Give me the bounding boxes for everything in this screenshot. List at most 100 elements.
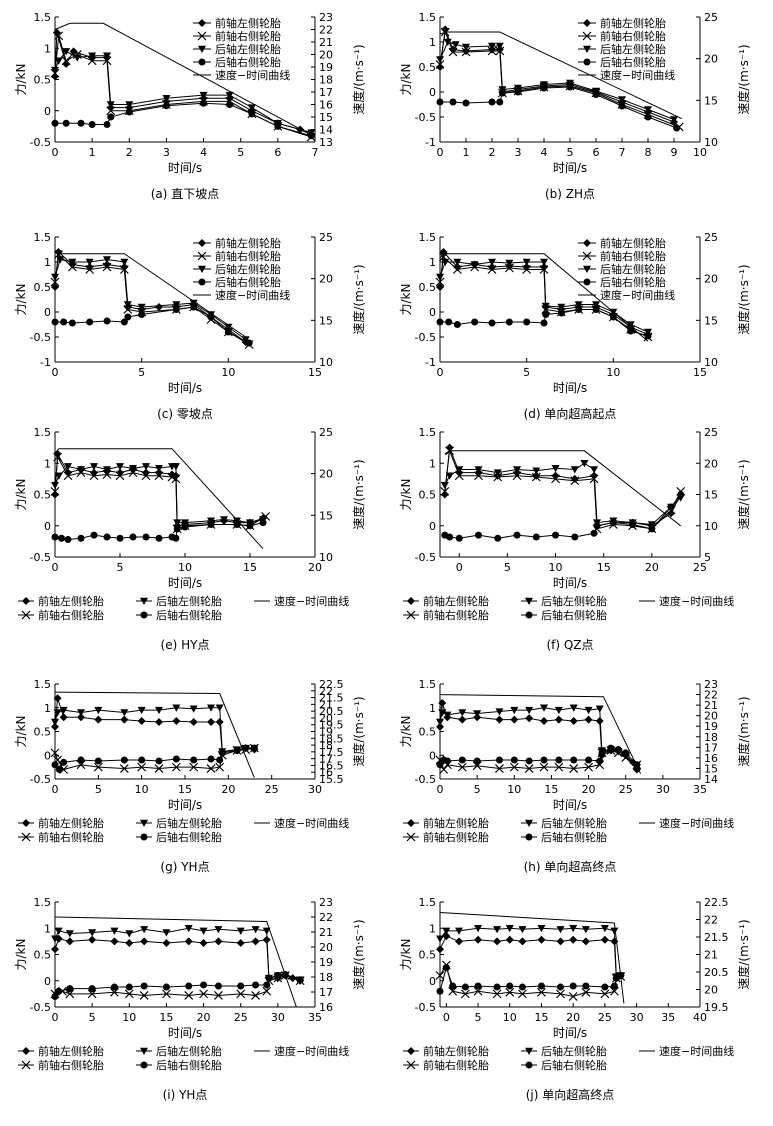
y-tick-label: 0.5 — [34, 489, 52, 502]
rl-point — [307, 129, 316, 137]
fl-point — [537, 935, 546, 944]
y-tick-label: 1 — [429, 457, 436, 470]
fl-point — [458, 715, 467, 724]
y2-tick-label: 20 — [704, 710, 718, 723]
fr-point — [460, 989, 470, 999]
rr-point — [77, 534, 85, 542]
rl-point — [207, 311, 215, 319]
rr-point — [64, 536, 72, 543]
rl-point — [214, 926, 223, 934]
x-tick-label: 20 — [645, 561, 659, 574]
rl-point — [189, 705, 198, 713]
fl-point — [51, 945, 59, 954]
fl-point — [155, 468, 163, 477]
rl-point — [137, 706, 146, 715]
legend-label-rr: 后轴右侧轮胎 — [156, 830, 222, 844]
rr-point — [532, 533, 540, 541]
rr-point — [555, 756, 563, 764]
fr-point — [124, 989, 134, 999]
rl-point — [281, 972, 290, 980]
fl-point — [532, 471, 541, 480]
x-tick-label: 20 — [197, 1011, 211, 1024]
rr-point — [207, 755, 215, 763]
rr-point — [68, 319, 76, 327]
y-tick-label: 0 — [44, 749, 51, 762]
fl-point — [436, 283, 444, 291]
y-tick-label: 1.5 — [34, 426, 52, 439]
fr-point — [554, 762, 564, 772]
y-tick-label: 0.5 — [34, 949, 52, 962]
y-tick-label: -0.5 — [415, 551, 436, 564]
fl-point — [116, 468, 124, 477]
y-tick-label: 1.5 — [34, 678, 52, 691]
rr-point — [51, 533, 59, 541]
y-tick-label: 1.5 — [419, 231, 437, 244]
y-tick-label: 0 — [44, 975, 51, 988]
y2-tick-label: 21 — [319, 926, 333, 939]
fl-point — [51, 490, 59, 499]
rl-series-line — [439, 927, 621, 978]
rr-point — [155, 757, 163, 765]
y2-tick-label: 10 — [704, 520, 718, 533]
fl-point — [495, 715, 504, 724]
fl-point — [69, 47, 78, 56]
y-axis-label: 力/kN — [399, 284, 413, 316]
rl-point — [495, 42, 504, 50]
rr-point — [248, 110, 256, 118]
rr-point — [453, 321, 461, 328]
rr-point — [523, 318, 531, 326]
legend-marker-fr — [197, 251, 207, 261]
rr-point — [116, 534, 124, 542]
rr-point — [58, 534, 65, 542]
fr-point — [119, 764, 129, 773]
y2-tick-label: 22 — [704, 914, 718, 927]
rl-point — [77, 709, 85, 717]
x-tick-label: 15 — [534, 1011, 548, 1024]
fr-point — [50, 748, 60, 758]
rl-point — [436, 718, 444, 726]
speed-series-line — [54, 22, 316, 138]
x-tick-label: 30 — [308, 783, 322, 796]
y2-tick-label: 21 — [319, 36, 333, 49]
y2-tick-label: 17 — [319, 986, 333, 999]
legend-label-fr: 前轴右侧轮胎 — [423, 608, 489, 622]
fr-point — [556, 989, 565, 999]
y2-tick-label: 10 — [704, 356, 718, 369]
rl-point — [569, 704, 578, 712]
legend-label-fr: 前轴右侧轮胎 — [600, 29, 666, 43]
y2-tick-label: 15 — [319, 111, 333, 124]
x-axis-label: 时间/s — [168, 576, 202, 590]
y-tick-label: 0.5 — [34, 281, 52, 294]
y-tick-label: -0.5 — [415, 1001, 436, 1014]
rr-point — [575, 306, 583, 313]
legend-label-fr: 前轴右侧轮胎 — [38, 1058, 104, 1072]
rl-series-line — [439, 707, 638, 768]
rl-point — [264, 974, 273, 983]
y-tick-label: -0.5 — [415, 111, 436, 124]
chart-caption-a: (a) 直下坡点 — [151, 187, 220, 201]
legend-label-rl: 后轴左侧轮胎 — [156, 1044, 222, 1058]
speed-series-line — [54, 448, 264, 550]
rl-point — [155, 706, 163, 715]
y2-tick-label: 16 — [704, 752, 718, 765]
y-tick-label: -0.5 — [30, 551, 51, 564]
rr-series-line — [55, 102, 312, 137]
chart-caption-d: (d) 单向超高起点 — [524, 406, 617, 421]
rl-point — [236, 927, 245, 935]
x-tick-label: 25 — [693, 561, 707, 574]
rr-point — [103, 533, 111, 541]
rr-point — [673, 124, 681, 132]
x-tick-label: 10 — [693, 146, 707, 159]
rl-point — [569, 925, 578, 933]
y2-tick-label: 21 — [319, 698, 333, 711]
y2-tick-label: 21 — [704, 949, 718, 962]
y2-tick-label: 21.5 — [704, 931, 729, 944]
y2-tick-label: 25 — [704, 11, 718, 24]
rl-point — [54, 57, 63, 65]
rl-point — [505, 259, 514, 267]
rr-point — [66, 985, 74, 993]
rr-point — [138, 311, 146, 318]
rl-point — [438, 709, 447, 717]
